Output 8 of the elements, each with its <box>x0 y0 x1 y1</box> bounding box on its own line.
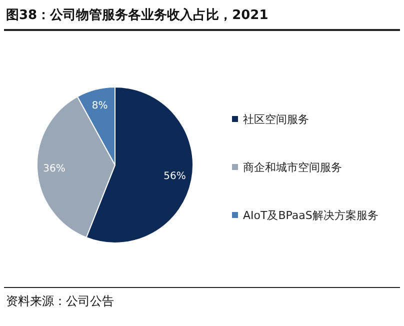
text: 资料来源：公司公告 <box>6 293 114 310</box>
legend-label: AIoT及BPaaS解决方案服务 <box>243 208 378 222</box>
data-label: 56% <box>164 170 186 182</box>
legend-label: 商企和城市空间服务 <box>243 160 342 174</box>
legend-label: 社区空间服务 <box>243 112 309 126</box>
data-label: 36% <box>43 163 66 174</box>
data-label: 8% <box>92 100 108 112</box>
chart-title: 图38：公司物管服务各业务收入占比，2021 <box>6 6 268 24</box>
